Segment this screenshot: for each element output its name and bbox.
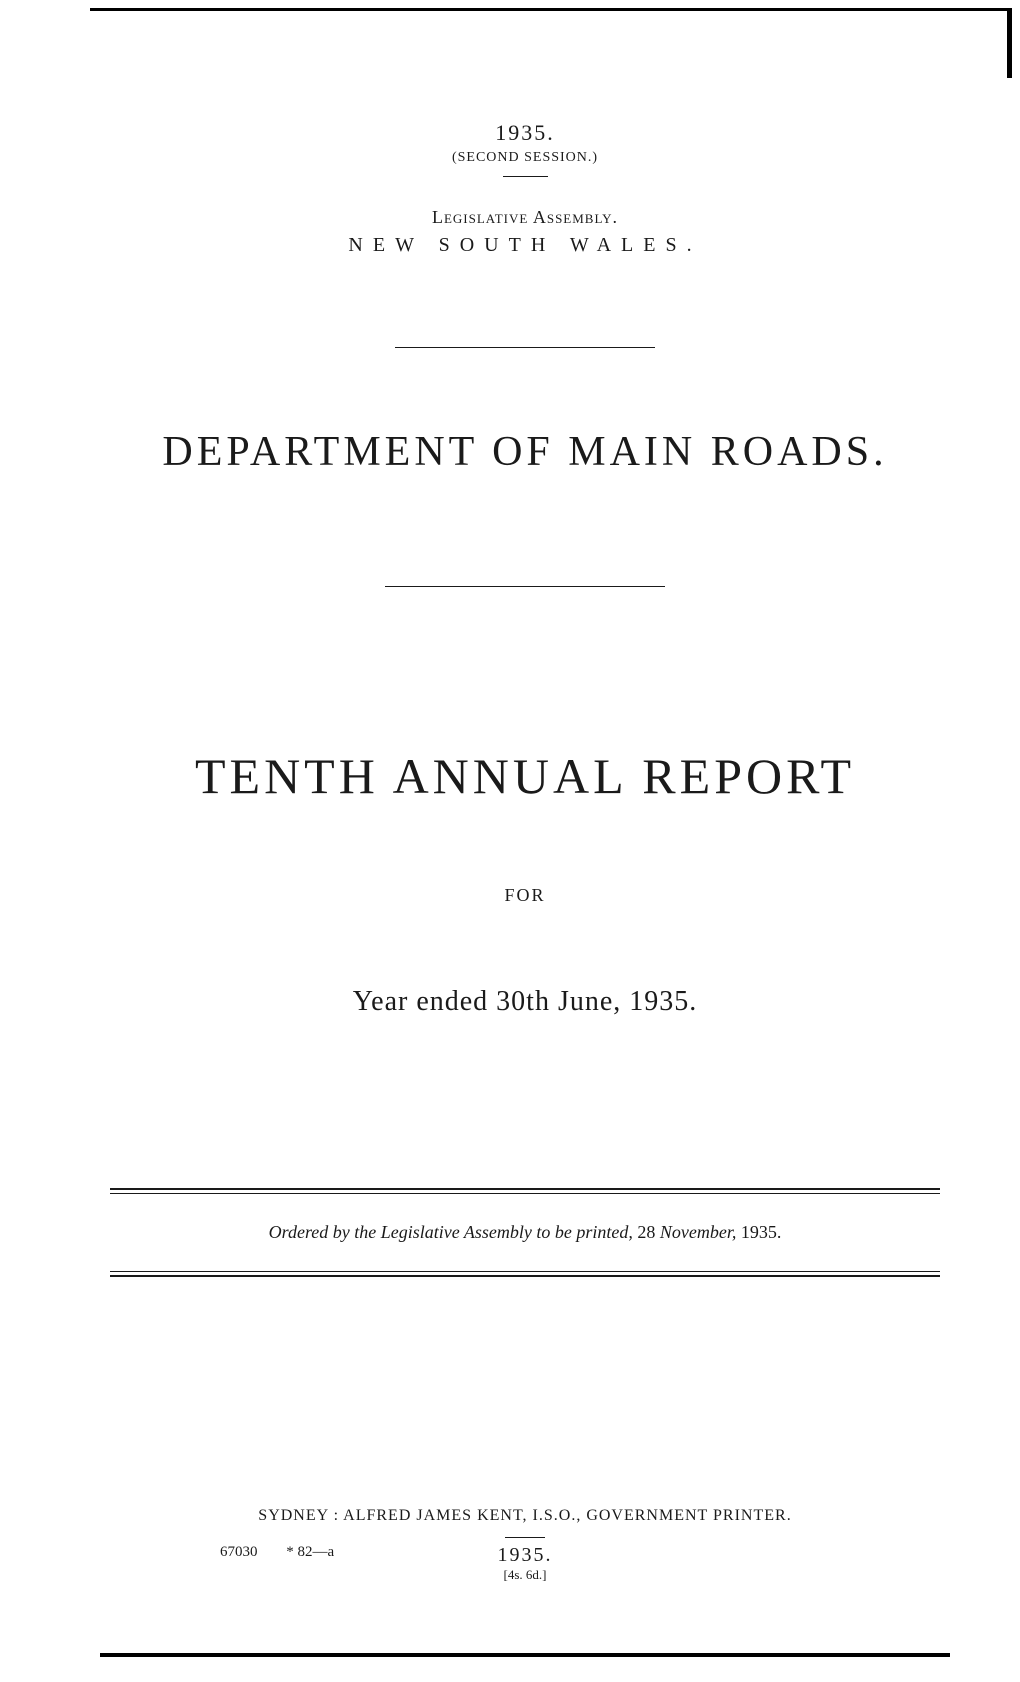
ordered-prefix: Ordered by the Legislative Assembly to b… (269, 1222, 633, 1242)
divider-rule-2 (385, 586, 665, 587)
for-label: FOR (110, 885, 940, 906)
short-rule (503, 176, 548, 177)
divider-rule-1 (395, 347, 655, 348)
price-line: [4s. 6d.] (110, 1567, 940, 1583)
footer-area: 67030 * 82—a 1935. [4s. 6d.] (110, 1544, 940, 1583)
header-year: 1935. (110, 120, 940, 146)
header-state: NEW SOUTH WALES. (110, 234, 940, 257)
department-title: DEPARTMENT OF MAIN ROADS. (110, 428, 940, 476)
bottom-codes: 67030 * 82—a (220, 1544, 334, 1561)
header-block: 1935. (SECOND SESSION.) Legislative Asse… (110, 120, 940, 257)
ordered-line: Ordered by the Legislative Assembly to b… (110, 1222, 940, 1243)
printer-line: SYDNEY : ALFRED JAMES KENT, I.S.O., GOVE… (110, 1507, 940, 1525)
bottom-border-rule (100, 1653, 950, 1657)
code-1: 67030 (220, 1544, 258, 1560)
code-2: * 82—a (286, 1544, 334, 1560)
ordered-year: 1935. (736, 1222, 781, 1242)
document-page: 1935. (SECOND SESSION.) Legislative Asse… (0, 0, 1020, 1682)
report-title: TENTH ANNUAL REPORT (110, 747, 940, 805)
ordered-date: 28 (633, 1222, 660, 1242)
year-ended-line: Year ended 30th June, 1935. (110, 986, 940, 1018)
short-rule-2 (505, 1537, 545, 1538)
header-session: (SECOND SESSION.) (110, 150, 940, 166)
double-rule-bottom (110, 1271, 940, 1277)
double-rule-top (110, 1188, 940, 1194)
ordered-month: November, (660, 1222, 736, 1242)
header-assembly: Legislative Assembly. (110, 207, 940, 228)
